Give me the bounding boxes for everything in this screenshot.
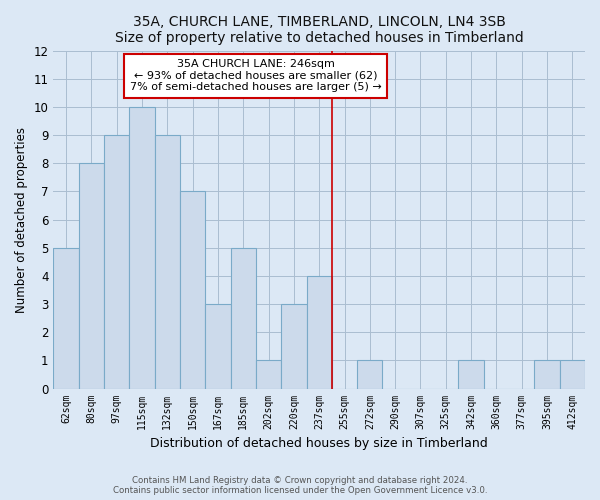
Bar: [256, 360, 281, 388]
Bar: [104, 135, 130, 388]
Bar: [357, 360, 382, 388]
Bar: [180, 192, 205, 388]
Bar: [281, 304, 307, 388]
Y-axis label: Number of detached properties: Number of detached properties: [15, 126, 28, 312]
Bar: [307, 276, 332, 388]
Bar: [560, 360, 585, 388]
Bar: [79, 163, 104, 388]
Bar: [458, 360, 484, 388]
Bar: [155, 135, 180, 388]
Text: Contains HM Land Registry data © Crown copyright and database right 2024.
Contai: Contains HM Land Registry data © Crown c…: [113, 476, 487, 495]
Bar: [230, 248, 256, 388]
X-axis label: Distribution of detached houses by size in Timberland: Distribution of detached houses by size …: [151, 437, 488, 450]
Bar: [130, 107, 155, 388]
Text: 35A CHURCH LANE: 246sqm
← 93% of detached houses are smaller (62)
7% of semi-det: 35A CHURCH LANE: 246sqm ← 93% of detache…: [130, 60, 382, 92]
Bar: [535, 360, 560, 388]
Bar: [53, 248, 79, 388]
Title: 35A, CHURCH LANE, TIMBERLAND, LINCOLN, LN4 3SB
Size of property relative to deta: 35A, CHURCH LANE, TIMBERLAND, LINCOLN, L…: [115, 15, 524, 45]
Bar: [205, 304, 230, 388]
